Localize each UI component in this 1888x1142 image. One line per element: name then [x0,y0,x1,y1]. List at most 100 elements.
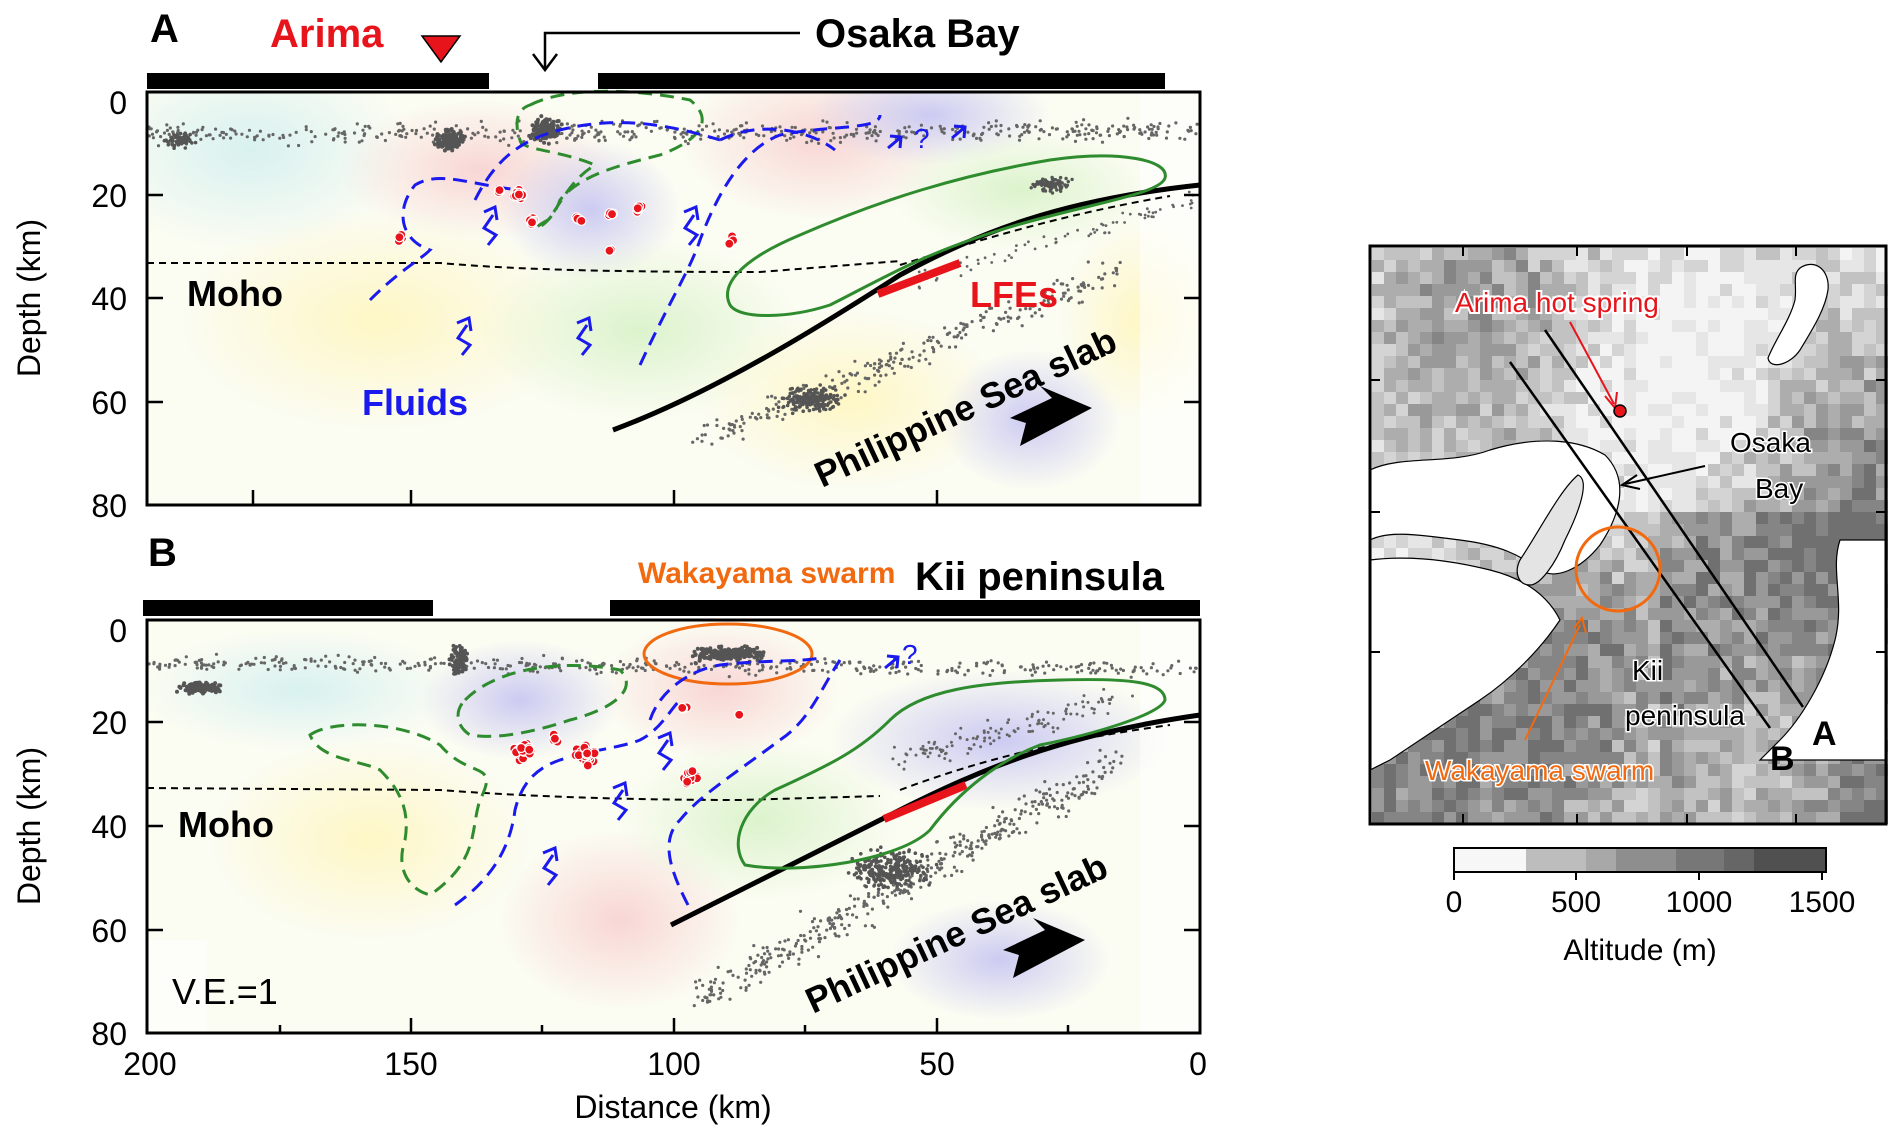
earthquake-dot [997,815,1001,819]
relief-cell [1744,380,1756,392]
earthquake-dot [984,310,988,314]
relief-cell [1756,308,1768,320]
earthquake-dot [908,875,912,880]
earthquake-dot [922,871,926,876]
relief-cell [1768,248,1780,260]
earthquake-dot [805,140,809,145]
earthquake-dot [681,135,685,139]
earthquake-dot [728,662,733,666]
earthquake-dot [247,128,252,132]
earthquake-dot [1147,210,1151,214]
relief-cell [1528,308,1540,320]
relief-cell [1828,344,1840,356]
earthquake-dot [447,657,452,662]
earthquake-dot [734,655,738,660]
earthquake-dot [934,862,939,867]
relief-cell [1684,452,1696,464]
relief-cell [1504,704,1516,716]
relief-cell [1648,500,1660,512]
relief-cell [1636,308,1648,320]
earthquake-dot [787,394,792,399]
earthquake-dot [206,687,211,692]
earthquake-dot [829,139,833,143]
relief-cell [1864,404,1876,416]
earthquake-dot [879,871,883,875]
earthquake-dot [267,134,271,138]
relief-cell [1456,332,1468,344]
earthquake-dot [492,658,496,662]
earthquake-dot [838,136,843,140]
earthquake-dot [324,654,328,658]
y-tick-labels-b: 0 20 40 60 80 [91,613,127,1052]
earthquake-dot [824,374,828,378]
relief-cell [1456,404,1468,416]
relief-cell [1840,440,1852,452]
earthquake-dot [1111,221,1115,224]
earthquake-dot [1147,127,1151,131]
earthquake-dot [914,666,918,671]
earthquake-dot [1018,665,1023,669]
earthquake-dot [1006,721,1010,725]
earthquake-dot [869,848,873,852]
relief-cell [1864,296,1876,308]
relief-cell [1600,668,1612,680]
earthquake-dot [910,130,914,134]
relief-cell [1816,620,1828,632]
earthquake-dot [700,128,705,132]
relief-cell [1576,416,1588,428]
relief-cell [1432,404,1444,416]
earthquake-dot [877,362,882,366]
relief-cell [1660,512,1672,524]
earthquake-dot [743,669,747,673]
relief-cell [1624,584,1636,596]
earthquake-dot [278,664,283,669]
relief-cell [1504,248,1516,260]
relief-cell [1612,692,1624,704]
relief-cell [1648,620,1660,632]
earthquake-dot [826,401,831,406]
relief-cell [1852,332,1864,344]
earthquake-dot [1092,780,1096,784]
panel-a-cross-section: A Arima Osaka Bay [11,7,1202,524]
relief-cell [1432,536,1444,548]
earthquake-dot [950,668,954,673]
earthquake-dot [698,978,702,982]
relief-cell [1456,272,1468,284]
earthquake-dot [809,391,813,396]
relief-cell [1768,260,1780,272]
relief-cell [1612,416,1624,428]
earthquake-dot [1147,136,1151,141]
relief-cell [1828,332,1840,344]
relief-cell [1648,380,1660,392]
earthquake-dot [951,127,955,132]
earthquake-dot [928,362,932,366]
relief-cell [1684,380,1696,392]
relief-cell [1528,248,1540,260]
earthquake-dot [511,128,515,132]
earthquake-dot [459,663,464,668]
earthquake-dot [924,129,929,133]
relief-cell [1552,248,1564,260]
earthquake-dot [919,128,923,132]
relief-cell [1816,392,1828,404]
earthquake-dot [699,137,703,141]
relief-cell [1732,308,1744,320]
earthquake-dot [870,134,874,138]
earthquake-dot [1055,806,1060,811]
relief-cell [1528,680,1540,692]
earthquake-dot [1033,670,1037,674]
relief-cell [1432,440,1444,452]
earthquake-dot [183,146,188,150]
relief-cell [1552,392,1564,404]
earthquake-dot [530,132,535,137]
earthquake-dot [909,747,912,751]
relief-cell [1396,392,1408,404]
relief-cell [1564,668,1576,680]
relief-cell [1624,404,1636,416]
earthquake-dot [855,915,859,919]
earthquake-dot [689,662,694,666]
relief-cell [1816,476,1828,488]
earthquake-dot [885,895,890,899]
relief-cell [1792,656,1804,668]
relief-cell [1804,656,1816,668]
